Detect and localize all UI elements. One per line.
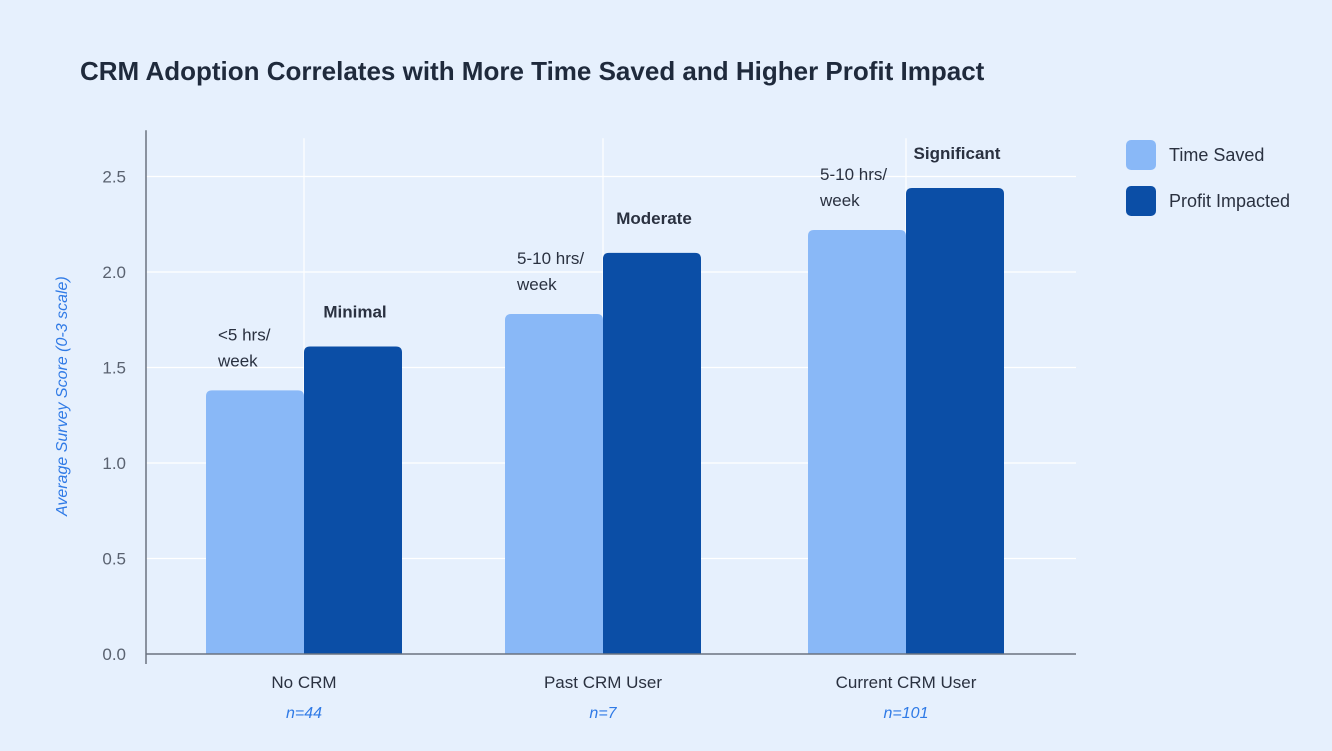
legend: Time Saved Profit Impacted [1126, 140, 1290, 232]
y-tick-label: 2.5 [102, 168, 126, 187]
x-category-note: n=44 [286, 705, 322, 722]
y-tick-label: 0.0 [102, 645, 126, 664]
x-category-label: Past CRM User [544, 673, 662, 692]
x-category-note: n=101 [884, 705, 929, 722]
x-category-note: n=7 [589, 705, 617, 722]
time-saved-annotation: 5-10 hrs/week [819, 165, 887, 210]
time-saved-annotation: 5-10 hrs/week [516, 249, 584, 294]
x-category-label: No CRM [271, 673, 336, 692]
legend-swatch-time-saved [1126, 140, 1156, 170]
bar-profit-impacted-0 [304, 346, 402, 654]
legend-item-time-saved: Time Saved [1126, 140, 1290, 170]
bar-time-saved-1 [505, 314, 603, 654]
profit-impact-annotation: Moderate [616, 209, 692, 228]
time-saved-annotation: <5 hrs/week [217, 325, 271, 370]
y-tick-label: 1.5 [102, 359, 126, 378]
legend-swatch-profit-impacted [1126, 186, 1156, 216]
bar-profit-impacted-2 [906, 187, 1004, 654]
legend-item-profit-impacted: Profit Impacted [1126, 186, 1290, 216]
bar-profit-impacted-1 [603, 252, 701, 654]
legend-label-profit-impacted: Profit Impacted [1169, 190, 1291, 211]
profit-impact-annotation: Minimal [323, 302, 386, 321]
y-tick-label: 1.0 [102, 454, 126, 473]
legend-label-time-saved: Time Saved [1169, 144, 1265, 165]
profit-impact-annotation: Significant [914, 144, 1001, 163]
x-category-label: Current CRM User [836, 673, 977, 692]
chart-title: CRM Adoption Correlates with More Time S… [80, 56, 985, 86]
y-tick-label: 2.0 [102, 263, 126, 282]
y-tick-label: 0.5 [102, 550, 126, 569]
y-axis-label: Average Survey Score (0-3 scale) [54, 276, 71, 517]
bar-time-saved-0 [206, 390, 304, 654]
bar-time-saved-2 [808, 229, 906, 655]
